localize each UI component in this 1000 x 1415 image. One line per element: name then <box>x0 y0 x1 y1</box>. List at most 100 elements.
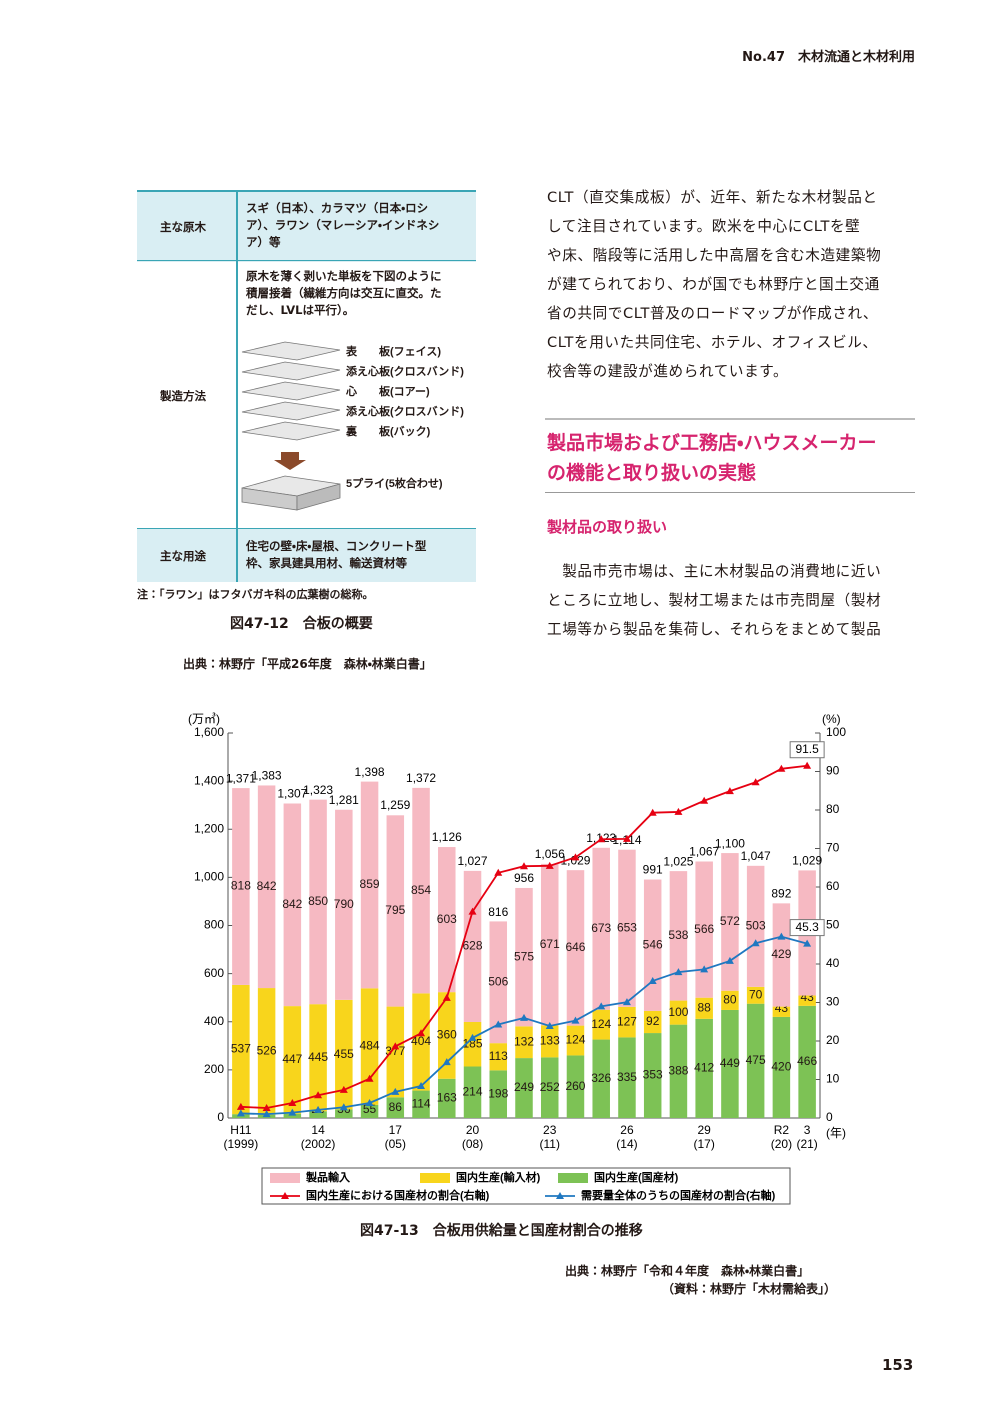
bar-segment <box>386 1097 405 1118</box>
marker <box>339 1085 348 1093</box>
marker <box>597 1002 606 1010</box>
cell-line: スギ（日本）、カラマツ（日本・ロシ <box>246 201 429 215</box>
data-label: 124 <box>565 1033 585 1047</box>
marker <box>803 939 812 947</box>
data-label: 818 <box>231 879 251 893</box>
bar-segment <box>798 995 816 1006</box>
data-label: 575 <box>514 949 534 963</box>
y-tick-label: 0 <box>217 1110 224 1124</box>
bar-segment <box>335 999 353 1110</box>
total-label: 1,025 <box>663 855 693 869</box>
table-row <box>137 528 476 582</box>
bar-segment <box>309 1004 327 1112</box>
bar-segment <box>540 863 559 1026</box>
data-label: 795 <box>385 903 405 917</box>
data-label: 429 <box>771 947 791 961</box>
marker <box>622 834 631 842</box>
data-label: 185 <box>463 1036 483 1050</box>
bar-segment <box>695 997 713 1019</box>
x-tick-sublabel: (14) <box>616 1137 637 1151</box>
data-label: 88 <box>697 1000 711 1014</box>
total-label: 1,398 <box>355 765 385 779</box>
bar-segment <box>232 788 250 985</box>
data-label: 163 <box>437 1091 457 1105</box>
bar-segment <box>746 986 765 1004</box>
data-label: 850 <box>308 894 328 908</box>
marker <box>571 853 580 861</box>
marker <box>417 1029 426 1037</box>
text-line: や床、階段等に活用した中高層を含む木造建築物 <box>547 247 882 264</box>
marker <box>314 1091 323 1099</box>
bar-segment <box>232 984 250 1115</box>
text-line: 製品市売市場は、主に木材製品の消費地に近い <box>547 563 882 580</box>
bar-segment <box>669 1024 688 1118</box>
bar-segment <box>772 1016 791 1118</box>
x-tick-label: 17 <box>389 1123 403 1137</box>
ply-label: 5プライ(5枚合わせ) <box>346 476 443 490</box>
total-label: 1,047 <box>741 849 771 863</box>
y-axis-label: (万㎥) <box>188 712 220 726</box>
figure-caption: 図47-13 合板用供給量と国産材割合の推移 <box>360 1223 643 1239</box>
legend-label: 製品輸入 <box>305 1170 350 1184</box>
bar-segment <box>489 1070 508 1118</box>
data-label: 92 <box>646 1014 660 1028</box>
total-label: 1,259 <box>380 798 410 812</box>
data-label: 335 <box>617 1070 637 1084</box>
total-label: 1,029 <box>560 854 590 868</box>
marker <box>700 965 709 973</box>
marker <box>571 1016 580 1024</box>
data-label: 673 <box>591 921 611 935</box>
label-box <box>789 741 825 759</box>
bar-segment <box>643 1033 662 1118</box>
marker <box>674 807 683 815</box>
marker <box>520 1013 528 1021</box>
bar-segment <box>746 865 765 987</box>
data-label: 628 <box>463 939 483 953</box>
x-tick-sublabel: (08) <box>462 1137 483 1151</box>
data-label: 249 <box>514 1080 534 1094</box>
bar-segment <box>309 799 327 1005</box>
label-box <box>789 919 825 937</box>
marker <box>288 1108 297 1116</box>
marker <box>648 976 657 984</box>
marker <box>262 1103 271 1111</box>
bar-segment <box>798 1005 816 1118</box>
bar-segment <box>643 1010 662 1034</box>
x-tick-sublabel: (1999) <box>224 1137 259 1151</box>
bar-segment <box>309 1111 327 1118</box>
source: 出典：林野庁「令和４年度 森林・林業白書」 <box>565 1264 810 1278</box>
data-label: 842 <box>257 879 277 893</box>
bar-segment <box>412 993 430 1091</box>
text-line: CLT（直交集成板）が、近年、新たな木材製品と <box>547 189 878 206</box>
data-label: 100 <box>668 1005 688 1019</box>
data-label: 91.5 <box>795 742 819 756</box>
source: （資料：林野庁「木材需給表」） <box>662 1282 837 1296</box>
veneer <box>241 381 341 401</box>
text-line: ところに立地し、製材工場または市売問屋（製材 <box>547 592 882 609</box>
veneer <box>241 401 341 421</box>
data-label: 653 <box>617 920 637 934</box>
bar-segment <box>515 1058 533 1118</box>
cell-line: 住宅の壁・床・屋根、コンクリート型 <box>246 539 427 553</box>
data-label: 449 <box>720 1056 740 1070</box>
text-line: 省の共同でCLT普及のロードマップが作成され、 <box>547 305 879 322</box>
total-label: 1,067 <box>689 844 719 858</box>
legend-swatch <box>270 1173 300 1183</box>
arrow <box>274 452 306 470</box>
total-label: 1,307 <box>277 787 307 801</box>
rule <box>545 492 915 493</box>
legend-label: 需要量全体のうちの国産材の割合(右軸) <box>581 1188 776 1202</box>
y2-tick-label: 70 <box>826 841 840 855</box>
y2-tick-label: 80 <box>826 802 840 816</box>
total-label: 1,100 <box>715 836 745 850</box>
marker <box>520 862 528 870</box>
x-tick-sublabel: (17) <box>694 1137 715 1151</box>
data-label: 326 <box>591 1071 611 1085</box>
data-label: 671 <box>540 937 560 951</box>
marker <box>339 1103 348 1111</box>
ply-side <box>296 483 341 511</box>
cell-line: 枠、家具建具用材、輸送資材等 <box>246 556 407 570</box>
bar-segment <box>438 1078 456 1118</box>
layer-label: 添え心板(クロスバンド) <box>346 404 464 418</box>
